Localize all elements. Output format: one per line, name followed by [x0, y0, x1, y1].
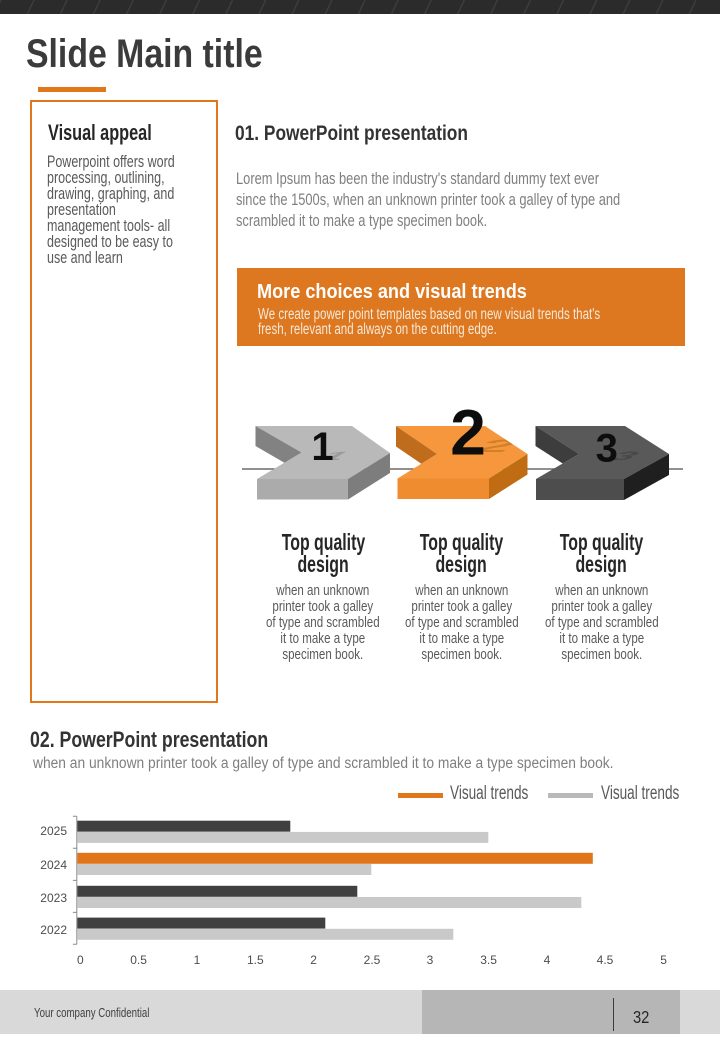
- svg-text:1: 1: [311, 425, 333, 469]
- svg-text:3: 3: [596, 427, 618, 471]
- svg-text:2: 2: [450, 396, 486, 468]
